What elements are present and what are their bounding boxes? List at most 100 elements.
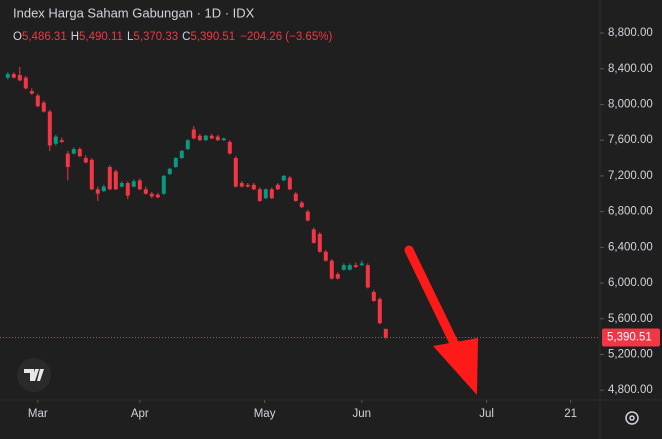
x-tick-label: Apr <box>131 408 149 420</box>
candle-body <box>11 74 16 78</box>
x-tick-label: Jul <box>479 408 494 420</box>
candle-body <box>203 135 208 141</box>
candle-body <box>263 189 268 199</box>
candle-body <box>365 265 370 288</box>
candle-body <box>95 189 100 194</box>
candle-body <box>101 186 106 192</box>
candle-body <box>47 111 52 146</box>
candle-body <box>53 136 58 144</box>
chart-title: Index Harga Saham Gabungan · 1D · IDX <box>13 5 255 20</box>
candle-body <box>299 202 304 208</box>
candle-body <box>239 183 244 187</box>
candle-body <box>353 265 358 267</box>
candle-body <box>179 150 184 159</box>
candle-body <box>323 251 328 261</box>
candle-body <box>167 168 172 175</box>
y-tick-label: 6,800.00 <box>608 206 653 218</box>
candle-body <box>41 102 46 112</box>
candle-body <box>5 74 10 78</box>
candle-body <box>131 181 136 187</box>
candle-body <box>185 140 190 150</box>
candle-body <box>227 141 232 154</box>
candle-body <box>311 229 316 243</box>
candle-body <box>233 158 238 187</box>
y-tick-label: 6,000.00 <box>608 277 653 289</box>
candle-body <box>77 149 82 157</box>
x-tick-label: 21 <box>564 408 577 420</box>
candle-body <box>335 274 340 279</box>
candle-body <box>35 95 40 107</box>
candle-body <box>113 171 118 190</box>
candle-body <box>89 159 94 190</box>
candle-body <box>209 135 214 139</box>
candle-body <box>221 138 226 141</box>
y-tick-label: 7,600.00 <box>608 134 653 146</box>
change: −204.26 (−3.65%) <box>240 31 332 43</box>
candle-body <box>17 75 22 81</box>
y-tick-label: 8,000.00 <box>608 98 653 110</box>
candle-body <box>119 183 124 187</box>
candle-body <box>347 265 352 270</box>
candle-body <box>371 291 376 301</box>
ohlc-value: 5,486.31 <box>22 31 67 43</box>
ohlc-key: L <box>127 31 134 43</box>
candle-body <box>245 184 250 187</box>
candle-body <box>191 129 196 139</box>
candle-body <box>155 194 160 198</box>
candle-body <box>125 183 130 196</box>
candle-body <box>269 189 274 199</box>
candle-body <box>329 260 334 279</box>
y-tick-label: 7,200.00 <box>608 170 653 182</box>
candle-body <box>359 263 364 266</box>
candle-body <box>23 77 28 89</box>
candle-body <box>143 189 148 194</box>
y-tick-label: 4,800.00 <box>608 384 653 396</box>
y-tick-label: 8,400.00 <box>608 63 653 75</box>
candle-body <box>341 265 346 270</box>
candle-body <box>29 91 34 94</box>
price-tag <box>602 328 660 347</box>
candle-body <box>293 193 298 201</box>
ohlc-key: H <box>71 31 79 43</box>
candle-body <box>161 175 166 194</box>
ohlc-value: 5,490.11 <box>79 31 123 43</box>
candle-body <box>317 233 322 252</box>
candle-body <box>173 158 178 167</box>
annotation-arrow <box>404 245 478 395</box>
y-tick-label: 5,600.00 <box>608 313 653 325</box>
ohlc-value: 5,390.51 <box>190 31 235 43</box>
candle-body <box>71 149 76 154</box>
candle-body <box>281 175 286 181</box>
settings-icon[interactable] <box>625 411 639 425</box>
y-tick-label: 8,800.00 <box>608 27 653 39</box>
ohlc-text: O5,486.31 H5,490.11 L5,370.33 C5,390.51 −204… <box>13 31 332 43</box>
candle-body <box>107 166 112 190</box>
x-tick-label: May <box>254 408 276 420</box>
candle-body <box>383 328 388 338</box>
candle-body <box>287 177 292 190</box>
candle-body <box>65 153 70 167</box>
price-tag-label: 5,390.51 <box>607 331 652 343</box>
candle-body <box>305 211 310 221</box>
ohlc-key: C <box>182 31 190 43</box>
candle-body <box>59 140 64 142</box>
candle-body <box>197 135 202 141</box>
candle-body <box>137 180 142 190</box>
candle-body <box>257 189 262 201</box>
y-tick-label: 5,200.00 <box>608 348 653 360</box>
x-tick-label: Jun <box>353 408 372 420</box>
y-tick-label: 6,400.00 <box>608 241 653 253</box>
candle-body <box>149 193 154 197</box>
ohlc-key: O <box>13 31 22 43</box>
ohlc-legend: O5,486.31 H5,490.11 L5,370.33 C5,390.51 −204… <box>13 31 332 43</box>
candle-body <box>377 299 382 324</box>
candle-body <box>251 184 256 190</box>
tradingview-logo <box>17 358 51 392</box>
ohlc-value: 5,370.33 <box>133 31 178 43</box>
candle-body <box>83 158 88 163</box>
x-tick-label: Mar <box>28 408 48 420</box>
candle-body <box>215 136 220 141</box>
